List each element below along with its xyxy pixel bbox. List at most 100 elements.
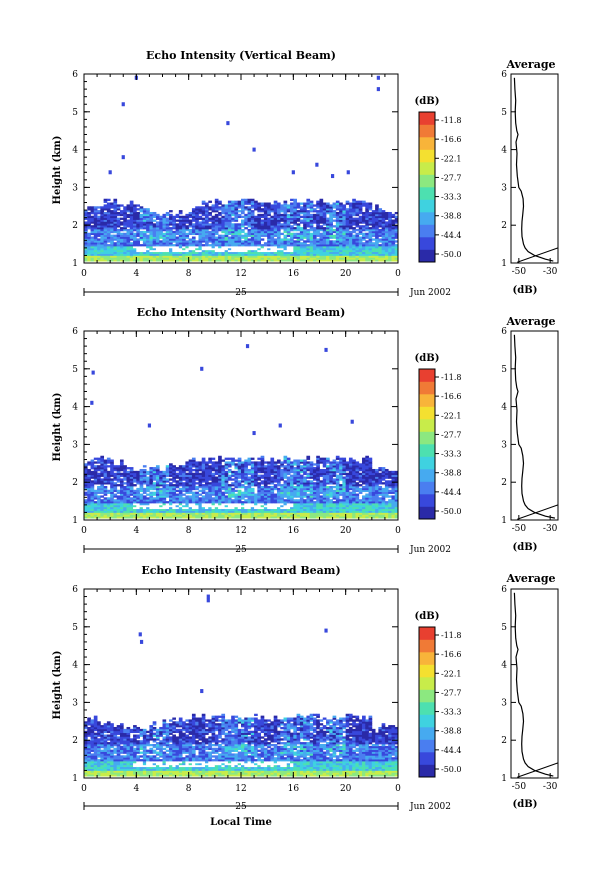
heatmap-cell: [90, 514, 95, 517]
heatmap-cell: [378, 210, 383, 213]
heatmap-cell: [234, 474, 239, 477]
heatmap-cell: [368, 244, 373, 247]
heatmap-cell: [116, 245, 121, 249]
heatmap-cell: [165, 467, 170, 470]
heatmap-cell: [159, 249, 163, 253]
heatmap-cell: [191, 516, 196, 519]
heatmap-cell: [384, 217, 389, 220]
heatmap-cell: [214, 482, 219, 485]
heatmap-cell: [303, 228, 307, 232]
heatmap-cell: [152, 516, 157, 519]
heatmap-cell: [221, 240, 226, 243]
heatmap-cell: [250, 206, 255, 209]
heatmap-cell: [152, 485, 157, 489]
heatmap-cell: [152, 225, 157, 228]
heatmap-cell: [260, 459, 265, 462]
heatmap-cell: [339, 225, 343, 228]
heatmap-cell: [110, 506, 114, 510]
heatmap-cell: [188, 487, 193, 491]
heatmap-cell: [119, 487, 124, 491]
heatmap-cell: [90, 221, 95, 224]
heatmap-cell: [375, 208, 379, 211]
heatmap-cell: [270, 225, 275, 228]
heatmap-cell: [214, 259, 219, 262]
heatmap-cell: [149, 514, 154, 517]
heatmap-cell: [165, 506, 170, 510]
heatmap-cell: [303, 213, 307, 217]
heatmap-cell: [237, 480, 242, 483]
heatmap-cell: [182, 485, 186, 489]
heatmap-cell: [322, 506, 327, 510]
heatmap-cell: [129, 200, 134, 203]
heatmap-cell: [244, 467, 248, 470]
heatmap-cell: [126, 478, 131, 481]
heatmap-cell: [224, 211, 229, 215]
heatmap-cell: [119, 491, 124, 494]
heatmap-cell: [100, 225, 105, 228]
heatmap-cell: [188, 244, 193, 247]
heatmap-cell: [129, 238, 134, 241]
heatmap-cell: [250, 487, 255, 491]
heatmap-cell: [146, 489, 150, 493]
heatmap-cell: [224, 225, 229, 228]
heatmap-cell: [113, 247, 118, 251]
heatmap-cell: [90, 465, 95, 468]
heatmap-cell: [113, 478, 118, 481]
heatmap-cell: [283, 480, 288, 483]
heatmap-cell: [391, 251, 396, 254]
heatmap-cell: [329, 257, 333, 260]
heatmap-cell: [326, 230, 330, 234]
heatmap-cell: [283, 257, 288, 260]
heatmap-cell: [218, 200, 222, 203]
heatmap-cell: [110, 480, 114, 483]
heatmap-cell: [348, 219, 353, 222]
heatmap-cell: [303, 219, 307, 222]
heatmap-cell: [247, 480, 252, 483]
heatmap-cell: [273, 501, 278, 504]
heatmap-cell: [283, 259, 288, 262]
heatmap-cell: [329, 225, 333, 228]
date-day-label: 25: [235, 288, 247, 298]
heatmap-cell: [263, 244, 268, 247]
heatmap-cell: [276, 484, 281, 487]
heatmap-cell: [329, 472, 333, 476]
heatmap-cell: [342, 221, 347, 224]
heatmap-cell: [178, 245, 183, 249]
heatmap-cell: [169, 217, 173, 220]
heatmap-cell: [309, 476, 314, 479]
heatmap-cell: [371, 227, 376, 230]
heatmap-cell: [172, 257, 176, 260]
heatmap-cell: [175, 244, 180, 247]
heatmap-cell: [234, 257, 239, 260]
heatmap-cell: [260, 480, 265, 483]
heatmap-cell: [93, 244, 98, 247]
heatmap-cell: [352, 247, 356, 251]
heatmap-cell: [90, 211, 95, 215]
heatmap-cell: [123, 221, 127, 224]
heatmap-cell: [185, 234, 190, 237]
heatmap-cell: [290, 232, 294, 236]
x-tick-label: 0: [81, 269, 87, 279]
heatmap-cell: [182, 249, 186, 253]
heatmap-cell: [205, 225, 209, 228]
heatmap-cell: [303, 245, 307, 249]
heatmap-cell: [237, 482, 242, 485]
heatmap-cell: [293, 468, 297, 472]
heatmap-cell: [371, 242, 376, 245]
heatmap-cell: [123, 228, 127, 232]
heatmap-cell: [316, 491, 320, 494]
heatmap-cell: [342, 242, 347, 245]
heatmap-cell: [257, 244, 262, 247]
heatmap-cell: [103, 211, 108, 215]
heatmap-cell: [133, 215, 137, 219]
heatmap-cell: [208, 217, 212, 220]
heatmap-cell: [90, 215, 95, 219]
heatmap-cell: [110, 238, 114, 241]
heatmap-cell: [335, 476, 340, 479]
heatmap-cell: [191, 208, 196, 211]
heatmap-cell: [241, 251, 245, 254]
heatmap-cell: [110, 465, 114, 468]
heatmap-cell: [201, 255, 206, 258]
heatmap-cell: [244, 482, 248, 485]
heatmap-cell: [276, 232, 281, 236]
